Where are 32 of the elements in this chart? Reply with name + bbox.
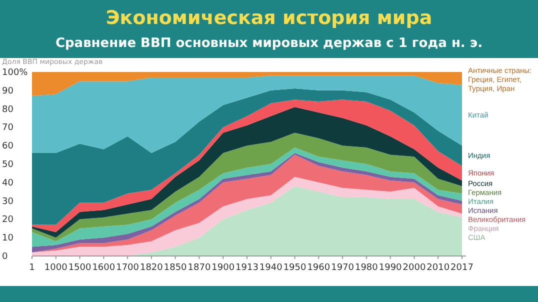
x-tick-label: 1900 <box>212 263 235 273</box>
x-tick-label: 1970 <box>331 263 354 273</box>
y-tick-label: 20 <box>2 215 14 226</box>
x-tick-label: 2000 <box>402 263 426 273</box>
x-tick-label: 1960 <box>307 263 330 273</box>
x-tick-label: 1850 <box>164 263 188 273</box>
y-tick-label: 0 <box>2 252 8 262</box>
chart-title: Экономическая история мира <box>106 7 432 29</box>
y-tick-label: 50 <box>2 160 14 170</box>
y-tick-label: 100% <box>2 68 28 78</box>
x-tick-label: 1 <box>29 263 35 273</box>
y-tick-label: 80 <box>2 104 14 115</box>
x-tick-label: 1820 <box>140 263 164 273</box>
x-tick-label: 1000 <box>44 263 68 273</box>
x-tick-label: 1940 <box>259 263 283 273</box>
x-tick-label: 1870 <box>188 263 211 273</box>
chart-subtitle: Сравнение ВВП основных мировых держав с 1 года н. э. <box>55 36 483 51</box>
y-tick-label: 10 <box>2 234 14 244</box>
y-tick-label: 70 <box>2 123 14 134</box>
x-tick-label: 1990 <box>378 263 402 273</box>
y-tick-label: 60 <box>2 142 14 152</box>
y-tick-label: 30 <box>2 196 14 207</box>
x-tick-label: 1950 <box>283 263 307 273</box>
x-tick-label: 1980 <box>354 263 378 273</box>
x-tick-label: 1500 <box>68 263 92 273</box>
x-tick-label: 2017 <box>450 263 474 273</box>
y-tick-label: 90 <box>2 86 14 96</box>
y-tick-label: 40 <box>2 178 14 188</box>
x-tick-label: 1600 <box>92 263 116 273</box>
x-tick-label: 1913 <box>236 263 258 273</box>
x-tick-label: 2010 <box>426 263 450 273</box>
x-tick-label: 1700 <box>116 263 140 273</box>
